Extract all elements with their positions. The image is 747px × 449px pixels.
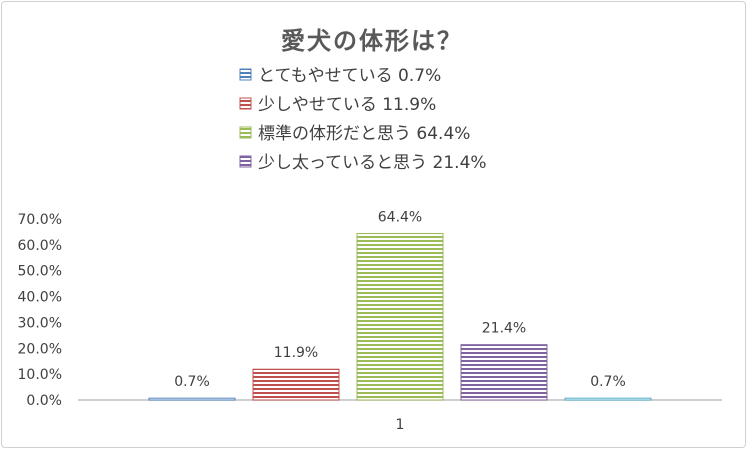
y-tick-label: 30.0% [18, 315, 62, 331]
bar-series-2 [356, 232, 444, 401]
bars [148, 232, 652, 401]
y-tick-label: 20.0% [18, 341, 62, 357]
legend-label-2: 標準の体形だと思う 64.4% [258, 124, 470, 144]
data-labels: 0.7% 11.9% 64.4% 21.4% 0.7% [174, 209, 626, 390]
bar-series-0 [148, 397, 236, 401]
y-tick-label: 70.0% [18, 212, 62, 228]
y-tick-label: 10.0% [18, 367, 62, 383]
data-label-series-3: 21.4% [482, 321, 526, 337]
y-tick-label: 40.0% [18, 290, 62, 306]
legend-swatch-0 [239, 68, 252, 81]
data-label-series-4: 0.7% [590, 374, 626, 390]
legend-swatch-3 [239, 155, 252, 168]
legend-swatch-2 [239, 126, 252, 139]
chart-title: 愛犬の体形は？ [281, 27, 463, 55]
legend-swatch-1 [239, 97, 252, 110]
bar-series-1 [252, 368, 340, 401]
y-axis-ticks: 0.0% 10.0% 20.0% 30.0% 40.0% 50.0% 60.0% 70.0% [18, 212, 62, 409]
legend-label-1: 少しやせている 11.9% [258, 95, 436, 115]
legend-label-3: 少し太っていると思う 21.4% [258, 153, 487, 173]
y-tick-label: 50.0% [18, 264, 62, 280]
data-label-series-1: 11.9% [274, 345, 318, 361]
data-label-series-0: 0.7% [174, 374, 210, 390]
y-tick-label: 0.0% [26, 393, 62, 409]
bar-series-3 [460, 344, 548, 401]
x-category-label: 1 [396, 417, 405, 433]
legend: とてもやせている 0.7% 少しやせている 11.9% 標準の体形だと思う 64.4… [239, 66, 487, 173]
bar-series-4 [564, 397, 652, 401]
data-label-series-2: 64.4% [378, 209, 422, 225]
y-tick-label: 60.0% [18, 238, 62, 254]
legend-label-0: とてもやせている 0.7% [258, 66, 441, 86]
